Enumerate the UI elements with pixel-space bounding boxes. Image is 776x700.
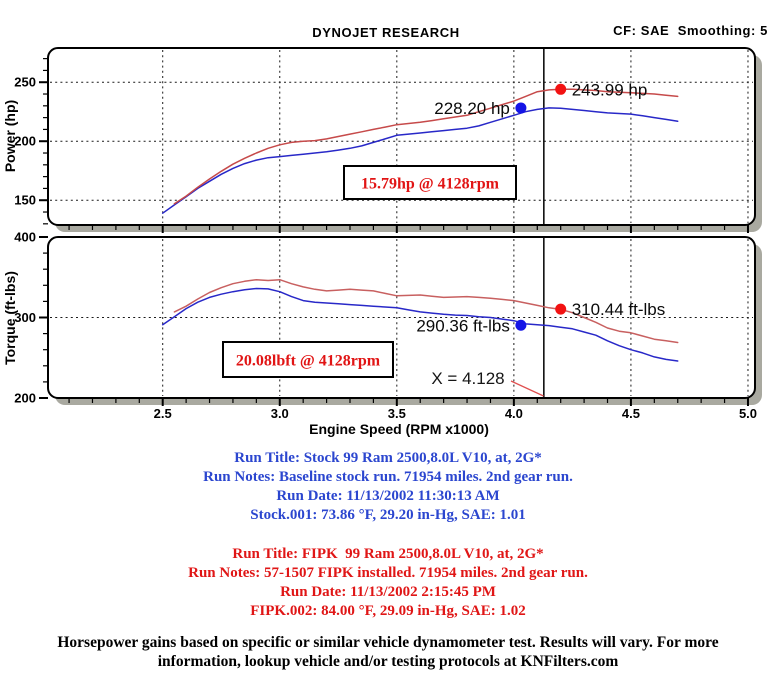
fipk-run-conditions: FIPK.002: 84.00 °F, 29.09 in-Hg, SAE: 1.… (250, 603, 526, 619)
plot-box (47, 47, 756, 226)
x-tick-label: 3.0 (271, 406, 289, 421)
stock-marker-label: 228.20 hp (434, 99, 510, 118)
y-tick-label: 200 (14, 134, 36, 149)
y-tick-label: 400 (14, 230, 36, 245)
stock-run-conditions: Stock.001: 73.86 °F, 29.20 in-Hg, SAE: 1… (250, 507, 526, 523)
x-tick-label: 5.0 (739, 406, 757, 421)
stock-run-title: Run Title: Stock 99 Ram 2500,8.0L V10, a… (234, 450, 542, 466)
stock-marker-dot (515, 319, 527, 331)
disclaimer-line-2: information, lookup vehicle and/or testi… (157, 653, 619, 670)
power-axis-title: Power (hp) (2, 100, 18, 172)
torque-gain-text: 20.08lbft @ 4128rpm (236, 353, 381, 370)
stock-marker-dot (515, 102, 527, 114)
torque-gain-callout: 20.08lbft @ 4128rpm (222, 341, 394, 378)
x-axis-title: Engine Speed (RPM x1000) (309, 421, 489, 437)
torque-axis-title: Torque (ft-lbs) (2, 271, 18, 365)
stock-run-notes: Run Notes: Baseline stock run. 71954 mil… (203, 469, 573, 485)
power-gain-text: 15.79hp @ 4128rpm (361, 176, 500, 193)
disclaimer: Horsepower gains based on specific or si… (0, 633, 776, 671)
fipk-marker-label: 310.44 ft-lbs (572, 300, 666, 319)
x-tick-label: 4.0 (505, 406, 523, 421)
fipk-run-title: Run Title: FIPK 99 Ram 2500,8.0L V10, at… (232, 546, 544, 562)
fipk-marker-dot (555, 303, 567, 315)
y-tick-label: 250 (14, 75, 36, 90)
fipk-run-info: Run Title: FIPK 99 Ram 2500,8.0L V10, at… (0, 545, 776, 621)
fipk-run-date: Run Date: 11/13/2002 2:15:45 PM (280, 584, 496, 600)
y-tick-label: 200 (14, 391, 36, 406)
y-tick-label: 300 (14, 310, 36, 325)
fipk-marker-dot (555, 83, 567, 95)
stock-curve (161, 107, 679, 214)
power-gain-box (343, 165, 517, 200)
stock-run-date: Run Date: 11/13/2002 11:30:13 AM (276, 488, 500, 504)
torque-gain-box (222, 341, 394, 378)
stock-curve (161, 287, 679, 362)
cursor-x-value: X = 4.128 (431, 369, 504, 388)
fipk-run-notes: Run Notes: 57-1507 FIPK installed. 71954… (188, 565, 588, 581)
correction-smoothing-label: CF: SAE Smoothing: 5 (613, 23, 768, 38)
x-tick-label: 2.5 (154, 406, 172, 421)
y-tick-label: 150 (14, 193, 36, 208)
chart-title: DYNOJET RESEARCH (312, 25, 460, 40)
dyno-charts: 150 200 250 243.99 hp 228.20 hp 200 300 400 2.5 3… (2, 23, 768, 437)
disclaimer-line-1: Horsepower gains based on specific or si… (57, 634, 719, 651)
fipk-curve (173, 88, 679, 205)
power-gain-callout: 15.79hp @ 4128rpm (343, 165, 517, 200)
x-tick-label: 3.5 (388, 406, 406, 421)
stock-marker-label: 290.36 ft-lbs (416, 316, 510, 335)
fipk-marker-label: 243.99 hp (572, 80, 648, 99)
stock-run-info: Run Title: Stock 99 Ram 2500,8.0L V10, a… (0, 449, 776, 525)
x-tick-label: 4.5 (622, 406, 640, 421)
cursor-pointer-line (510, 380, 544, 397)
fipk-curve (173, 278, 679, 344)
